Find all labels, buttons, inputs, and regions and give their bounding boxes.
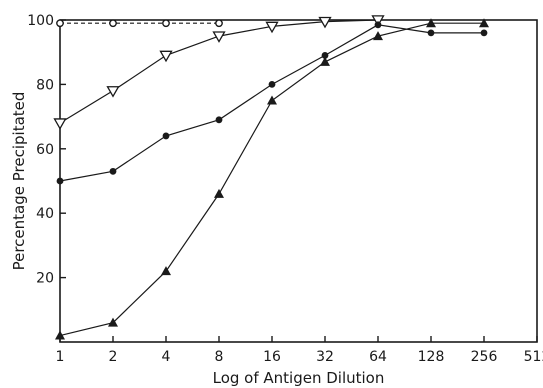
x-tick-label: 256	[471, 349, 498, 365]
y-axis-title: Percentage Precipitated	[10, 92, 28, 271]
y-axis-ticks: 20 40 60 80 100	[27, 13, 66, 287]
y-tick-label: 100	[27, 13, 54, 29]
data-point	[426, 18, 436, 28]
data-point	[56, 177, 64, 185]
x-tick-label: 128	[418, 349, 445, 365]
series-layer	[53, 15, 489, 340]
series-open-triangle-down	[53, 15, 385, 130]
data-point	[215, 19, 223, 28]
data-point	[212, 31, 226, 43]
data-point	[159, 50, 173, 63]
x-tick-label: 8	[215, 349, 224, 365]
x-tick-label: 32	[316, 349, 334, 365]
y-tick-label: 20	[36, 271, 54, 287]
data-point	[109, 167, 117, 175]
data-point	[268, 81, 276, 88]
x-tick-label: 512	[524, 349, 543, 365]
data-point	[214, 188, 224, 198]
x-tick-label: 1	[56, 349, 65, 365]
data-point	[53, 118, 67, 130]
x-tick-label: 16	[263, 349, 281, 365]
data-point	[373, 31, 383, 41]
y-tick-label: 80	[36, 77, 54, 93]
data-point	[320, 56, 330, 66]
data-point	[265, 21, 279, 34]
data-point	[109, 19, 117, 28]
data-point	[55, 330, 65, 340]
data-point	[479, 18, 489, 28]
x-tick-label: 2	[109, 349, 118, 365]
data-point	[318, 16, 332, 29]
x-axis-ticks: 1 2 4 8 16 32 64 128 256 512	[56, 336, 543, 365]
data-point	[215, 116, 223, 124]
series-filled-triangle	[55, 18, 489, 340]
x-tick-label: 64	[369, 349, 387, 365]
data-point	[162, 19, 170, 28]
data-point	[374, 21, 382, 29]
data-point	[106, 86, 120, 98]
x-tick-label: 4	[162, 349, 171, 365]
series-filled-circle	[56, 21, 488, 185]
plot-frame	[59, 19, 538, 343]
data-point	[427, 29, 435, 37]
y-tick-label: 40	[36, 206, 54, 222]
data-point	[267, 95, 277, 105]
data-point	[321, 52, 329, 59]
data-point	[162, 132, 170, 140]
data-point	[56, 19, 64, 28]
data-point	[161, 266, 171, 276]
series-open-circle	[56, 19, 223, 28]
data-point	[371, 15, 385, 27]
x-axis-title: Log of Antigen Dilution	[213, 369, 385, 387]
y-tick-label: 60	[36, 142, 54, 158]
data-point	[108, 317, 118, 327]
data-point	[480, 29, 488, 37]
series-line	[59, 22, 484, 337]
